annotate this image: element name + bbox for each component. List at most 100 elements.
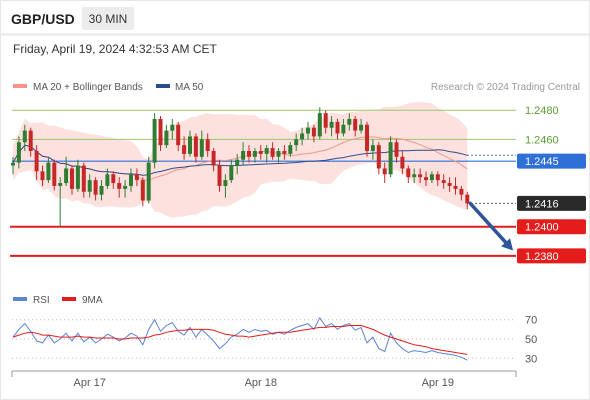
candle-body	[22, 130, 27, 143]
level-labels: 1.2480 1.2460 1.2445 1.2416 1.2400 1.2380	[517, 105, 586, 264]
candle-body	[193, 136, 198, 157]
candle-body	[370, 145, 375, 151]
datetime-label: Friday, April 19, 2024 4:32:53 AM CET	[13, 42, 218, 56]
level-label-2: 1.2445	[525, 156, 559, 168]
candle-body	[394, 142, 399, 157]
candle-body	[341, 124, 346, 134]
candle-body	[140, 180, 145, 201]
legend-swatch-9ma	[62, 297, 76, 301]
forecast-arrow	[468, 201, 514, 251]
candle-body	[117, 183, 122, 189]
candle-body	[429, 174, 434, 181]
candle-body	[129, 174, 133, 186]
candle-body	[347, 118, 352, 125]
legend-label-ma50: MA 50	[175, 82, 204, 93]
candle-body	[335, 121, 340, 134]
candle-body	[311, 127, 316, 137]
candle-body	[276, 150, 281, 157]
candle-body	[282, 150, 287, 154]
level-label-1: 1.2460	[525, 134, 559, 146]
candle-body	[105, 174, 110, 186]
candle-body	[300, 133, 305, 140]
rsi-tick-70: 70	[525, 315, 537, 327]
candle-body	[258, 150, 263, 154]
candlesticks	[11, 107, 470, 227]
candle-body	[40, 171, 45, 181]
candle-body	[459, 188, 464, 195]
candle-body	[164, 130, 169, 146]
candle-body	[435, 174, 440, 181]
level-badge-5	[517, 248, 586, 264]
level-label-0: 1.2480	[525, 105, 559, 117]
candle-body	[93, 180, 98, 195]
candle-body	[134, 174, 139, 181]
candle-body	[52, 162, 57, 186]
candle-body	[211, 150, 216, 166]
x-axis: Apr 17 Apr 18 Apr 19	[11, 370, 517, 389]
candle-body	[199, 139, 204, 157]
symbol-title: GBP/USD	[11, 11, 75, 27]
candle-body	[252, 150, 257, 157]
candle-body	[465, 194, 470, 204]
candle-body	[241, 150, 246, 160]
candle-body	[270, 148, 275, 157]
candle-body	[176, 124, 181, 146]
forecast-arrow-head	[501, 238, 514, 251]
candle-body	[447, 183, 452, 186]
candle-body	[247, 150, 251, 157]
candle-body	[34, 150, 39, 172]
candle-body	[46, 162, 51, 181]
credit-label: Research © 2024 Trading Central	[431, 82, 580, 93]
level-label-3: 1.2416	[525, 198, 559, 210]
legend-swatch-ma20	[13, 84, 27, 88]
candle-body	[188, 136, 192, 154]
candle-body	[70, 168, 74, 189]
candle-body	[182, 145, 187, 154]
candle-body	[235, 159, 240, 166]
candle-body	[329, 121, 334, 128]
legend-label-ma20: MA 20 + Bollinger Bands	[33, 82, 143, 93]
candle-body	[418, 174, 423, 178]
level-badge-2	[517, 153, 586, 169]
rsi-tick-50: 50	[525, 334, 537, 346]
candle-body	[365, 124, 369, 151]
x-tick-label-0: Apr 17	[73, 377, 105, 389]
x-tick-label-1: Apr 18	[245, 377, 277, 389]
candle-body	[306, 127, 310, 134]
candle-body	[75, 165, 80, 189]
candle-body	[158, 118, 163, 146]
candle-body	[264, 148, 269, 154]
candle-body	[152, 118, 157, 163]
candle-body	[359, 124, 364, 131]
candle-body	[205, 139, 210, 151]
candle-body	[64, 168, 69, 184]
header-divider	[0, 33, 590, 36]
candle-body	[217, 165, 222, 186]
rsi-line	[12, 316, 468, 361]
legend-label-9ma: 9MA	[82, 295, 103, 306]
timeframe-label: 30 MIN	[89, 12, 128, 26]
timeframe-badge[interactable]	[82, 7, 134, 30]
candle-body	[294, 139, 299, 146]
candle-body	[424, 177, 428, 181]
candle-body	[323, 113, 328, 128]
level-badge-3	[517, 195, 586, 211]
forecast-arrow-shaft	[468, 201, 511, 248]
candle-body	[11, 162, 15, 166]
candle-body	[28, 130, 33, 151]
candle-body	[412, 174, 417, 178]
candle-body	[111, 174, 116, 184]
candle-body	[288, 145, 293, 154]
candle-body	[223, 180, 228, 186]
candle-body	[81, 165, 86, 192]
candle-body	[400, 156, 405, 169]
candle-body	[317, 113, 322, 137]
candle-body	[353, 118, 358, 131]
candle-body	[99, 185, 104, 195]
candle-body	[170, 124, 175, 131]
candle-body	[406, 168, 411, 178]
candle-body	[87, 180, 92, 192]
candle-body	[382, 168, 387, 175]
